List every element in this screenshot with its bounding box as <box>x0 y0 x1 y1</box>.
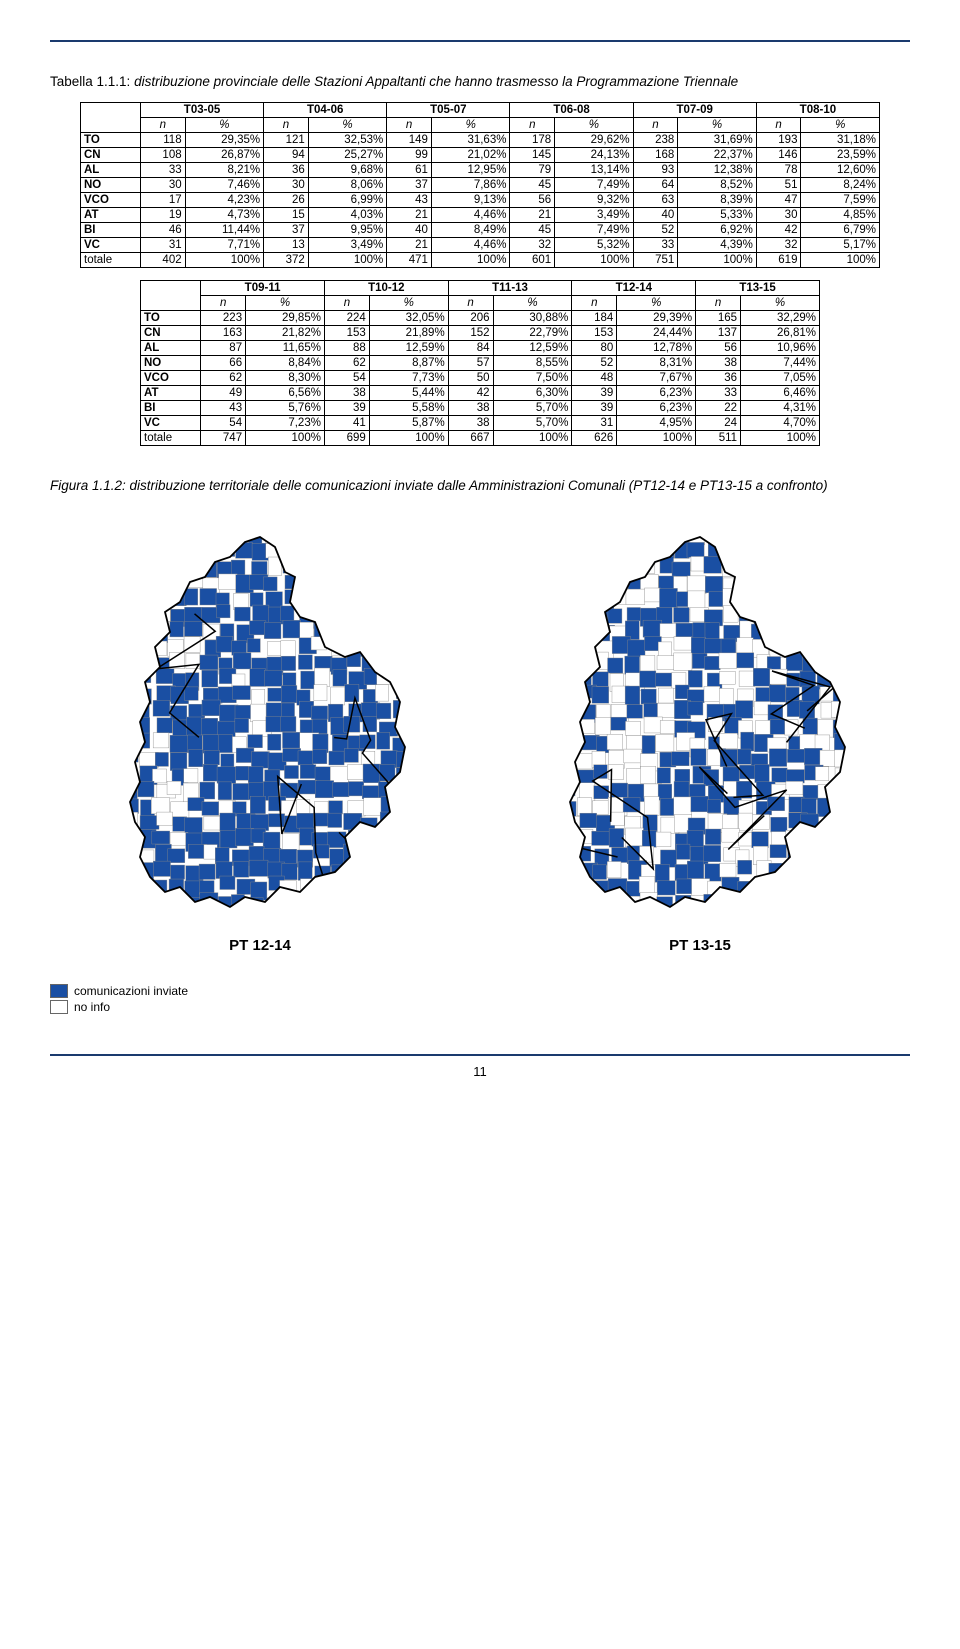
legend-item: comunicazioni inviate <box>50 984 910 998</box>
top-rule <box>50 40 910 42</box>
map-right: PT 13-15 <box>530 527 870 954</box>
choropleth-map-right <box>530 527 870 927</box>
legend: comunicazioni inviate no info <box>50 984 910 1014</box>
map-label-left: PT 12-14 <box>90 937 430 954</box>
legend-item: no info <box>50 1000 910 1014</box>
caption-text: distribuzione provinciale delle Stazioni… <box>134 74 738 89</box>
page-number: 11 <box>50 1064 910 1079</box>
choropleth-map-left <box>90 527 430 927</box>
fig-caption-text: distribuzione territoriale delle comunic… <box>126 478 828 493</box>
caption-prefix: Tabella 1.1.1: <box>50 74 130 89</box>
maps-row: PT 12-14 PT 13-15 <box>50 527 910 954</box>
bottom-rule <box>50 1054 910 1056</box>
fig-caption-prefix: Figura 1.1.2: <box>50 478 126 493</box>
table-2: T09-11T10-12T11-13T12-14T13-15n%n%n%n%n%… <box>140 280 820 446</box>
map-left: PT 12-14 <box>90 527 430 954</box>
figure-caption: Figura 1.1.2: distribuzione territoriale… <box>50 476 910 496</box>
table-1: T03-05T04-06T05-07T06-08T07-09T08-10n%n%… <box>80 102 880 268</box>
table-caption: Tabella 1.1.1: distribuzione provinciale… <box>50 72 910 92</box>
map-label-right: PT 13-15 <box>530 937 870 954</box>
